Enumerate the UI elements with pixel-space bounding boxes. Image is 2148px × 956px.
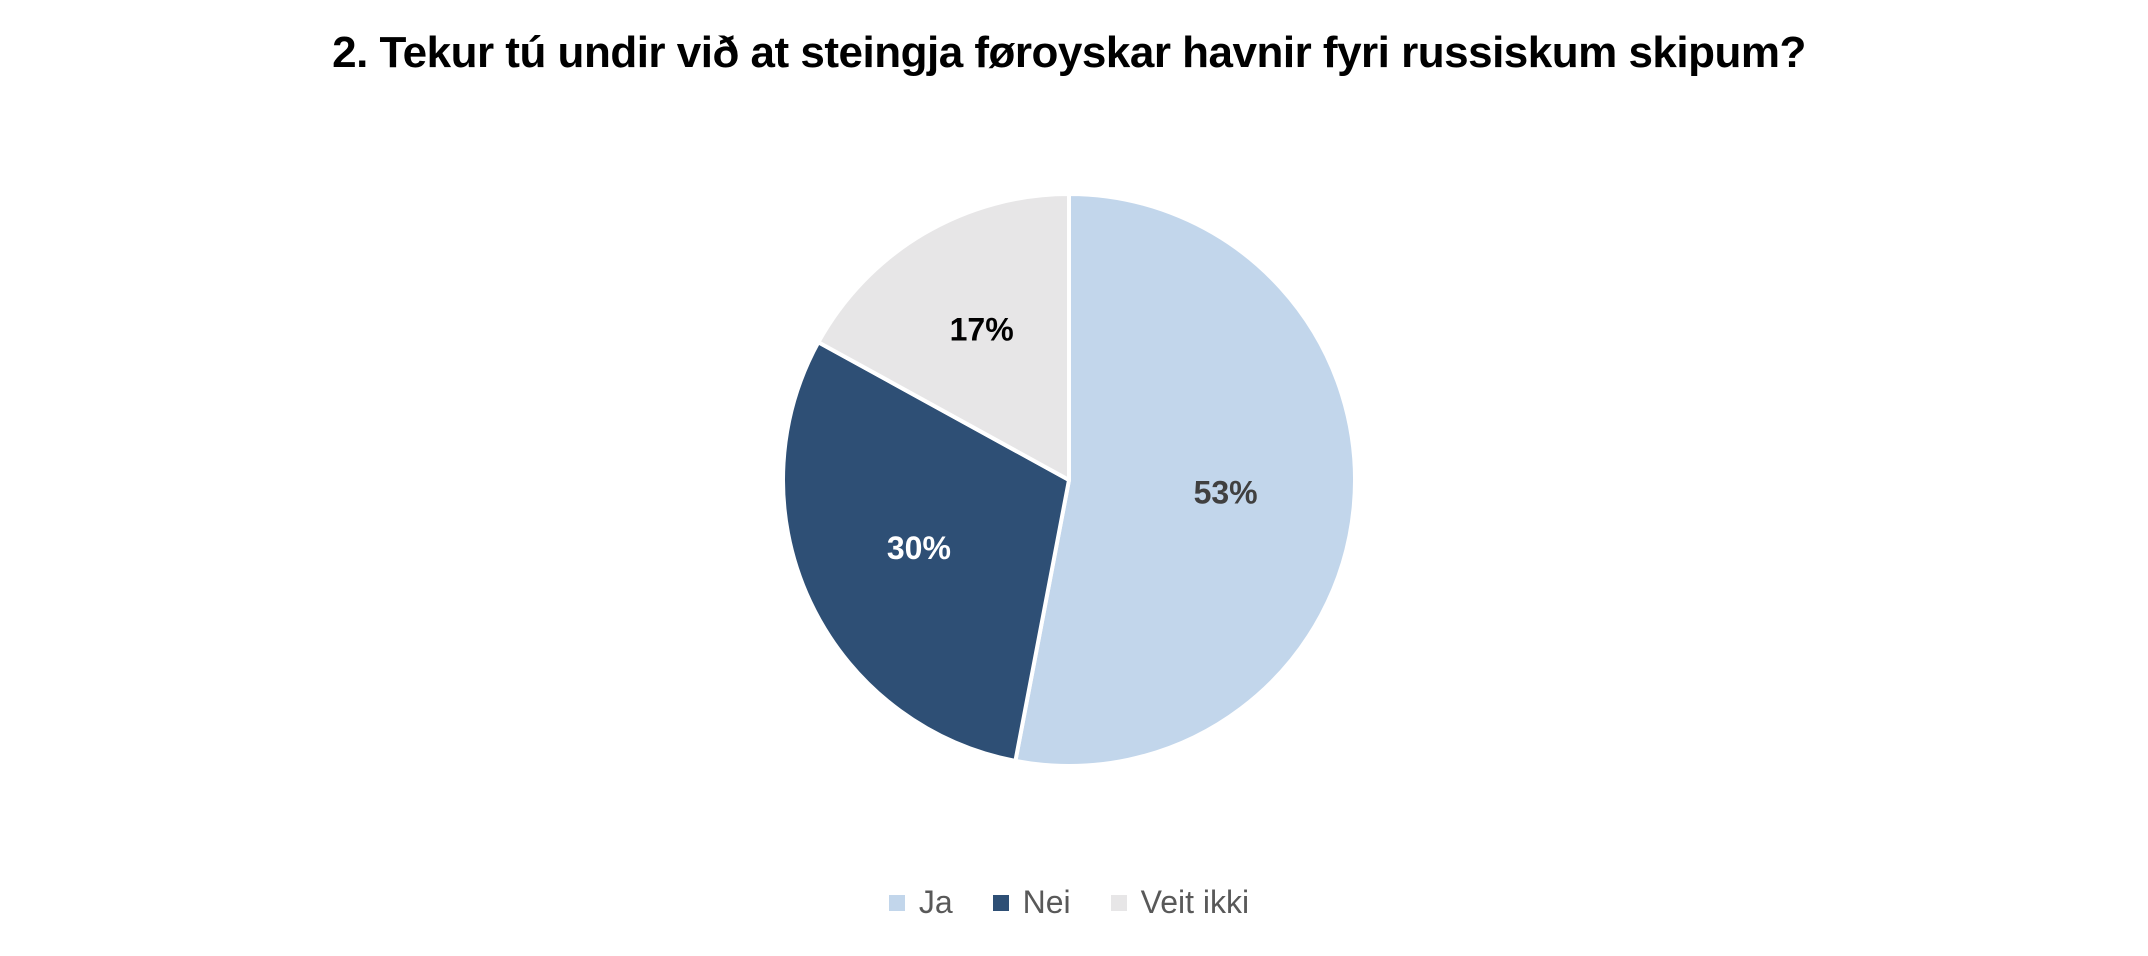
pie-slice-veit-ikki <box>816 192 1071 482</box>
data-label-ja: 53% <box>1194 474 1258 510</box>
legend-item-nei: Nei <box>992 884 1071 921</box>
legend-swatch-ja <box>888 894 905 911</box>
chart-title: 2. Tekur tú undir við at steingja føroys… <box>332 28 1806 77</box>
data-label-nei: 30% <box>887 530 951 566</box>
legend-item-veit-ikki: Veit ikki <box>1110 884 1250 921</box>
legend-swatch-nei <box>992 894 1009 911</box>
data-label-veit-ikki: 17% <box>950 312 1014 348</box>
pie-slice-nei <box>781 340 1071 763</box>
legend-swatch-veit-ikki <box>1110 894 1127 911</box>
legend: Ja Nei Veit ikki <box>0 884 2138 921</box>
legend-item-ja: Ja <box>888 884 953 921</box>
legend-label-ja: Ja <box>918 884 953 920</box>
pie-slice-ja <box>1013 192 1357 768</box>
legend-label-nei: Nei <box>1022 884 1071 920</box>
legend-label-veit-ikki: Veit ikki <box>1140 884 1250 920</box>
